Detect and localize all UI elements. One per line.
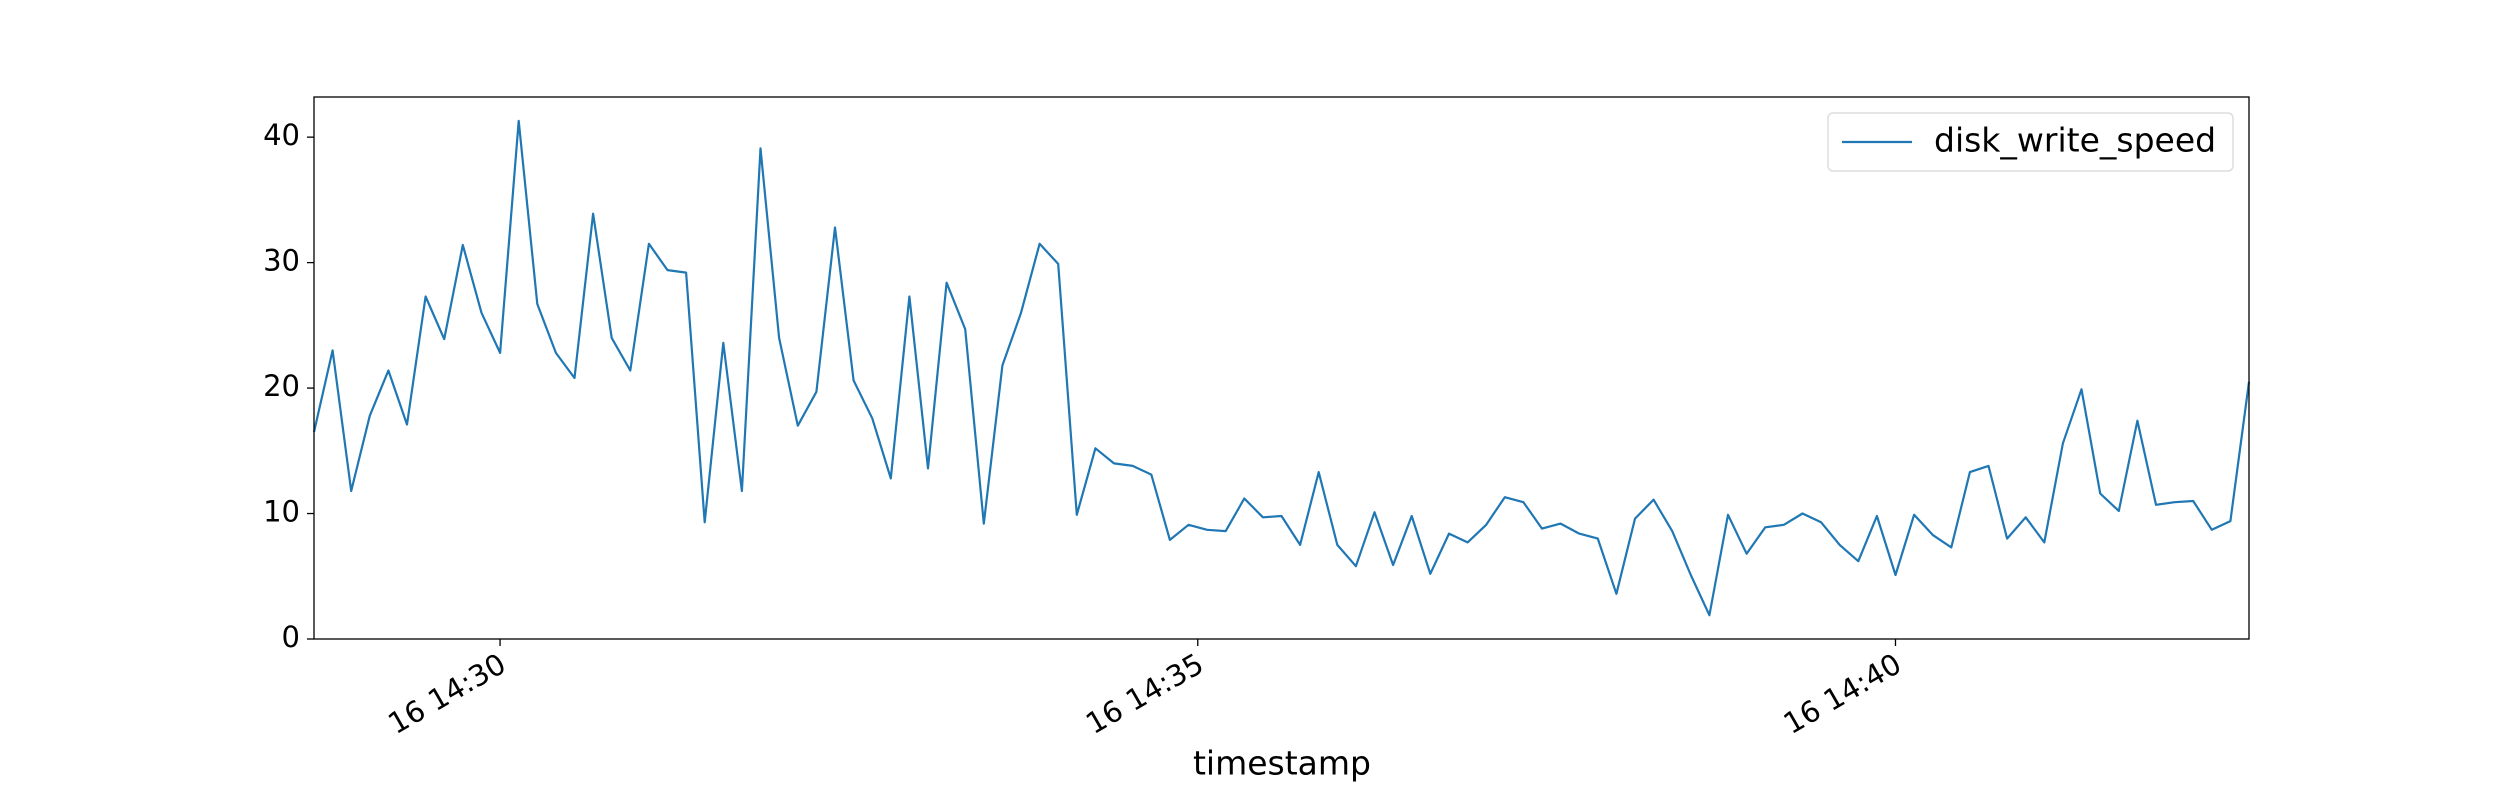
x-tick-label: 16 14:30 [382,647,511,741]
data-line [312,119,2251,617]
x-tick-label: 16 14:35 [1080,647,1209,741]
y-tick-label: 0 [282,620,300,654]
plot-frame [313,96,2250,640]
y-tick-label: 20 [263,369,300,403]
y-tick-label: 30 [263,244,300,278]
legend-box [1827,112,2234,172]
legend-label: disk_write_speed [1934,121,2216,160]
x-tick-label: 16 14:40 [1778,647,1907,741]
y-tick-label: 40 [263,118,300,152]
y-tick-label: 10 [263,495,300,529]
x-axis-label: timestamp [1193,744,1371,783]
